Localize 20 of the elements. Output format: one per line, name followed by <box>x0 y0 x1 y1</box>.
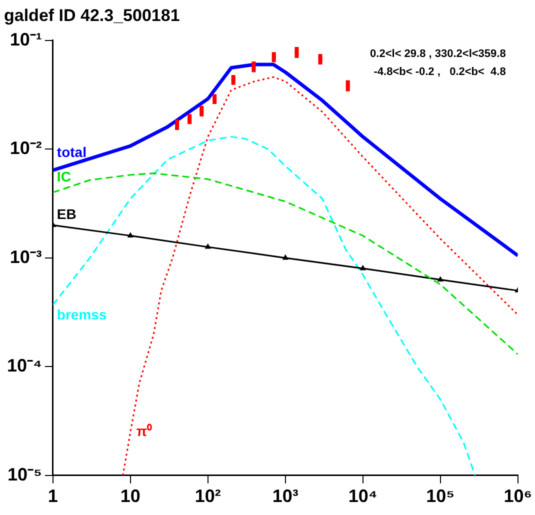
y-tick-label: 10⁻⁴ <box>6 356 42 376</box>
chart-title: galdef ID 42.3_500181 <box>4 6 180 25</box>
series-label: IC <box>56 168 71 184</box>
x-tick-label: 10⁴ <box>348 486 378 506</box>
y-tick-label: 10⁻¹ <box>10 29 42 50</box>
series-label: π⁰ <box>136 422 152 439</box>
x-tick-label: 10² <box>194 486 221 506</box>
x-tick-label: 1 <box>48 486 58 506</box>
annotation: 0.2<l< 29.8 , 330.2<l<359.8 <box>370 48 506 60</box>
series-label: total <box>56 144 86 160</box>
x-tick-label: 10⁵ <box>426 486 455 506</box>
annotation: -4.8<b< -0.2 , 0.2<b< 4.8 <box>374 66 506 78</box>
x-tick-label: 10⁶ <box>504 486 532 506</box>
y-tick-label: 10⁻³ <box>10 246 42 267</box>
x-tick-label: 10 <box>120 486 140 506</box>
y-tick-label: 10⁻² <box>10 138 42 158</box>
y-tick-label: 10⁻⁵ <box>7 464 42 484</box>
series-label: bremss <box>56 306 107 323</box>
series-label: EB <box>56 206 76 222</box>
x-tick-label: 10³ <box>272 486 298 506</box>
